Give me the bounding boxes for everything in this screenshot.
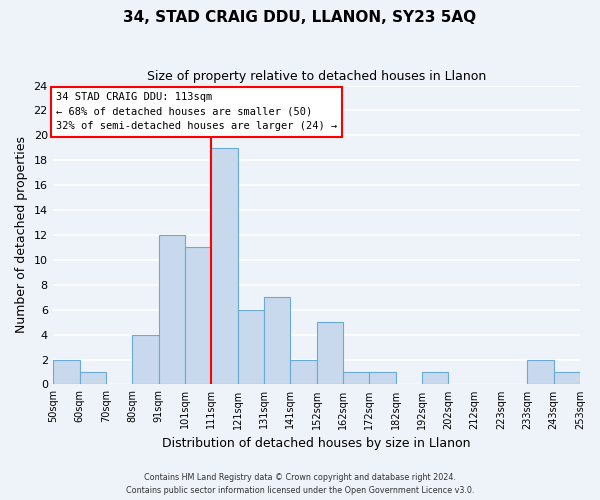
Bar (238, 310, 264, 384)
Text: 34, STAD CRAIG DDU, LLANON, SY23 5AQ: 34, STAD CRAIG DDU, LLANON, SY23 5AQ (124, 10, 476, 25)
Bar (133, 334, 158, 384)
Bar (422, 372, 448, 384)
Bar (527, 360, 554, 384)
Bar (370, 372, 395, 384)
Bar (211, 148, 238, 384)
Bar (158, 235, 185, 384)
Bar (554, 372, 580, 384)
Bar (290, 360, 317, 384)
Bar (53, 360, 80, 384)
Y-axis label: Number of detached properties: Number of detached properties (15, 136, 28, 334)
Text: 34 STAD CRAIG DDU: 113sqm
← 68% of detached houses are smaller (50)
32% of semi-: 34 STAD CRAIG DDU: 113sqm ← 68% of detac… (56, 92, 337, 132)
Title: Size of property relative to detached houses in Llanon: Size of property relative to detached ho… (147, 70, 487, 83)
X-axis label: Distribution of detached houses by size in Llanon: Distribution of detached houses by size … (163, 437, 471, 450)
Bar (185, 248, 211, 384)
Bar (317, 322, 343, 384)
Bar (80, 372, 106, 384)
Bar (343, 372, 370, 384)
Text: Contains HM Land Registry data © Crown copyright and database right 2024.
Contai: Contains HM Land Registry data © Crown c… (126, 473, 474, 495)
Bar (264, 298, 290, 384)
